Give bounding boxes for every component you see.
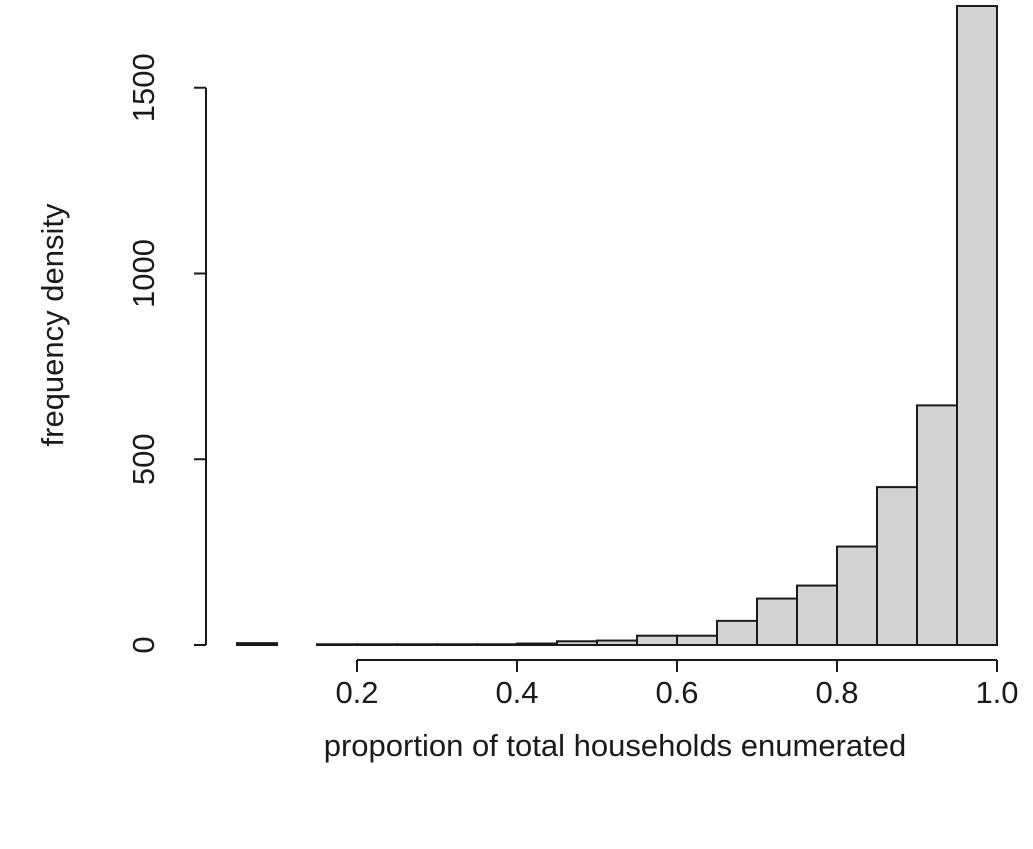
histogram-bar xyxy=(876,486,918,646)
y-axis: 0 500 1000 1500 xyxy=(126,53,207,654)
x-axis-title: proportion of total households enumerate… xyxy=(324,728,907,763)
histogram-bar xyxy=(636,634,678,647)
histogram-bar xyxy=(396,643,438,647)
histogram-bar xyxy=(956,5,998,646)
y-tick-label: 0 xyxy=(126,636,161,653)
x-axis: 0.2 0.4 0.6 0.8 1.0 xyxy=(335,659,1019,710)
x-tick-label: 0.2 xyxy=(335,675,378,710)
histogram-bar xyxy=(836,545,878,646)
histogram-bar xyxy=(676,634,718,647)
y-tick-label: 1500 xyxy=(126,53,161,122)
y-axis-title: frequency density xyxy=(35,203,70,446)
x-tick-label: 0.4 xyxy=(495,675,538,710)
y-tick-label: 500 xyxy=(126,433,161,485)
histogram-bar xyxy=(316,643,358,647)
histogram-bar xyxy=(236,642,278,647)
histogram-bar xyxy=(756,597,798,646)
histogram-bar xyxy=(436,643,478,647)
histogram-bar xyxy=(356,643,398,647)
histogram-bar xyxy=(716,619,758,646)
x-tick-label: 0.6 xyxy=(655,675,698,710)
histogram-bar xyxy=(796,584,838,646)
x-tick-label: 0.8 xyxy=(815,675,858,710)
y-tick-label: 1000 xyxy=(126,239,161,308)
histogram-bar xyxy=(516,642,558,647)
histogram-bar xyxy=(476,643,518,647)
bars-layer xyxy=(236,5,998,647)
histogram-bar xyxy=(596,639,638,646)
x-tick-label: 1.0 xyxy=(975,675,1018,710)
histogram-bar xyxy=(916,404,958,647)
histogram-bar xyxy=(556,640,598,647)
